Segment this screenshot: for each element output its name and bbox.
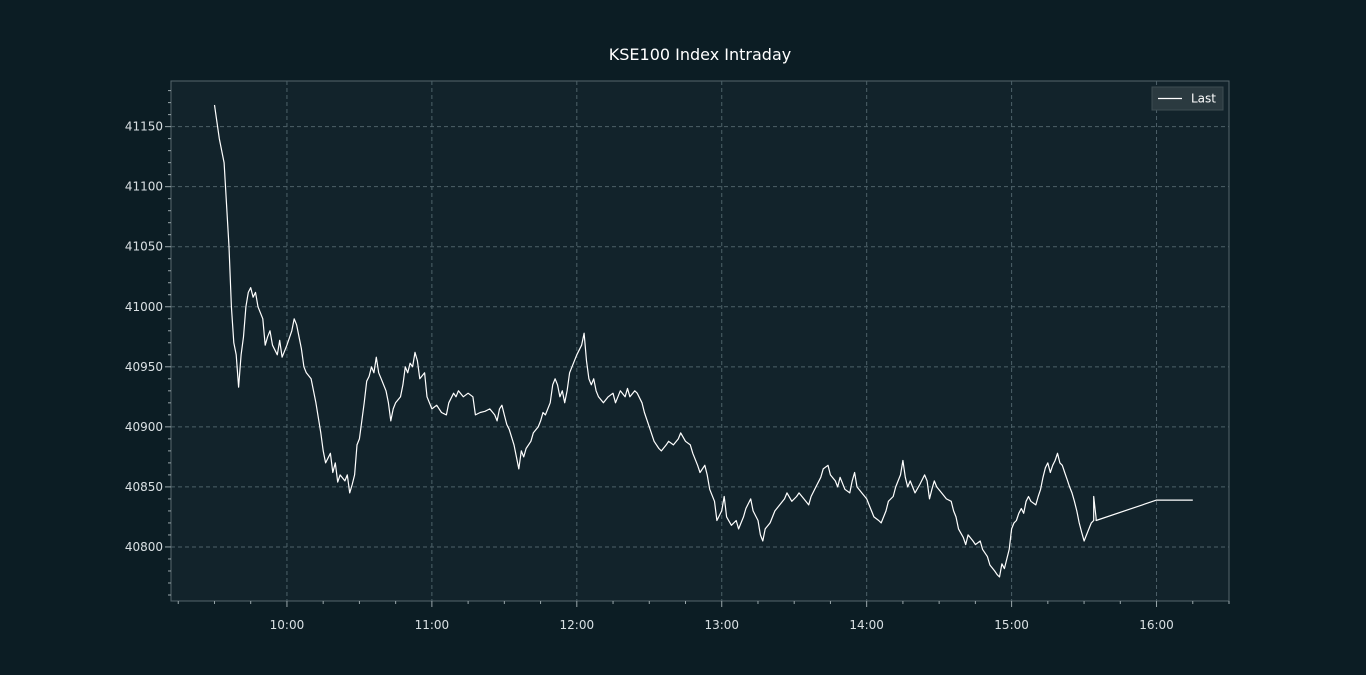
x-tick-label: 14:00	[849, 618, 884, 632]
y-tick-label: 41150	[125, 120, 163, 134]
grid-lines	[171, 81, 1229, 601]
x-tick-label: 16:00	[1139, 618, 1174, 632]
series-line-last	[213, 104, 1193, 578]
axis-ticks	[165, 90, 1230, 607]
x-tick-label: 11:00	[415, 618, 450, 632]
y-tick-label: 41100	[125, 180, 163, 194]
legend: Last	[1151, 86, 1224, 111]
y-tick-label: 41050	[125, 240, 163, 254]
x-tick-label: 15:00	[994, 618, 1029, 632]
x-tick-label: 13:00	[704, 618, 739, 632]
y-tick-label: 40950	[125, 360, 163, 374]
y-tick-label: 40800	[125, 540, 163, 554]
legend-label-last: Last	[1191, 92, 1216, 106]
y-tick-label: 40900	[125, 420, 163, 434]
x-tick-label: 10:00	[270, 618, 305, 632]
chart-title: KSE100 Index Intraday	[609, 45, 791, 64]
tick-labels: 40800 40850 40900 40950 41000 41050 41100 41150…	[125, 120, 1174, 632]
x-tick-label: 12:00	[560, 618, 595, 632]
y-tick-label: 40850	[125, 480, 163, 494]
y-tick-label: 41000	[125, 300, 163, 314]
plot-area	[170, 80, 1230, 602]
legend-box	[1151, 86, 1224, 111]
